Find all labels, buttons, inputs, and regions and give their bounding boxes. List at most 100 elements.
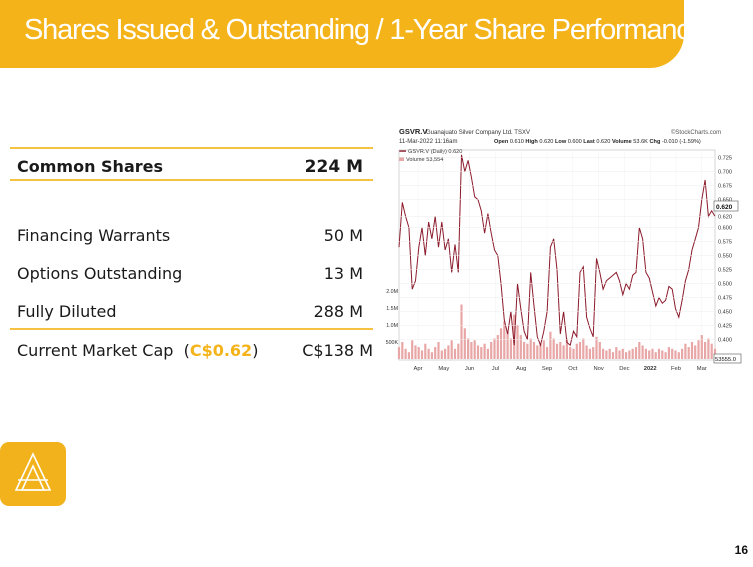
month-tick-label: Jul	[492, 366, 499, 372]
volume-bar	[414, 345, 417, 359]
volume-bar	[575, 343, 578, 359]
table-top-rule	[10, 147, 373, 149]
volume-tick-label: 500K	[386, 340, 399, 346]
month-tick-label: May	[438, 366, 449, 372]
share-price-value: C$0.62	[189, 341, 253, 360]
volume-bar	[559, 342, 562, 359]
volume-bar	[588, 348, 591, 359]
volume-bar	[437, 342, 440, 359]
volume-bar	[450, 340, 453, 360]
month-tick-label: Nov	[593, 366, 603, 372]
volume-tick-label: 1.5M	[386, 306, 398, 312]
volume-bar	[476, 345, 480, 359]
volume-bar	[671, 348, 674, 359]
volume-bar	[681, 348, 684, 359]
volume-bar	[615, 347, 618, 359]
volume-bar	[542, 340, 545, 360]
volume-bar	[496, 335, 499, 359]
volume-bar	[664, 352, 667, 359]
market-cap-paren-close: )	[252, 341, 259, 360]
volume-bar	[532, 342, 536, 359]
price-tick-label: 0.450	[718, 310, 732, 316]
volume-bar	[444, 348, 447, 359]
volume-bar	[667, 347, 670, 359]
table-divider-rule	[10, 179, 373, 181]
volume-bar	[549, 331, 552, 359]
month-gridlines	[417, 150, 703, 360]
volume-bar	[661, 350, 664, 359]
chart-source: ©StockCharts.com	[671, 129, 721, 136]
slide-title: Shares Issued & Outstanding / 1-Year Sha…	[24, 14, 706, 46]
market-cap-value: C$138 M	[302, 341, 373, 360]
volume-bar	[631, 348, 634, 359]
triangle-logo-icon	[14, 452, 52, 491]
volume-bar	[674, 350, 677, 359]
volume-bar	[420, 350, 424, 359]
volume-bar	[605, 350, 608, 359]
volume-bar	[463, 328, 466, 359]
volume-bar	[648, 350, 651, 359]
options-outstanding-label: Options Outstanding	[17, 264, 183, 283]
volume-bar	[424, 343, 427, 359]
fully-diluted-value: 288 M	[313, 302, 363, 321]
company-logo	[0, 442, 66, 506]
volume-bar	[480, 347, 483, 359]
month-tick-label: Feb	[671, 366, 681, 372]
volume-bar	[552, 338, 555, 359]
volume-bar	[602, 348, 605, 359]
volume-bar	[555, 343, 559, 359]
chart-ohlc-line: Open 0.610 High 0.620 Low 0.600 Last 0.6…	[494, 139, 701, 145]
volume-tag: 53555.0	[715, 357, 736, 363]
volume-bar	[578, 342, 582, 359]
volume-bar	[598, 342, 601, 359]
volume-bar	[506, 331, 509, 359]
volume-bar	[687, 347, 690, 359]
volume-bar	[700, 335, 703, 359]
volume-bar	[638, 342, 641, 359]
volume-bar	[572, 348, 575, 359]
options-outstanding-value: 13 M	[323, 264, 363, 283]
month-tick-label: Oct	[568, 366, 577, 372]
volume-bar	[434, 347, 437, 359]
last-price-tag: 0.620	[716, 204, 733, 211]
volume-bar	[453, 348, 457, 359]
row-fully-diluted: Fully Diluted 288 M	[10, 293, 373, 329]
volume-bar	[618, 350, 621, 359]
volume-bar	[401, 342, 404, 359]
chart-plot-frame	[398, 149, 716, 361]
volume-bar	[634, 347, 638, 359]
month-tick-label: Mar	[697, 366, 707, 372]
legend-volume-swatch	[399, 157, 404, 161]
month-tick-label: 2022	[644, 366, 657, 372]
volume-tick-label: 2.0M	[386, 289, 398, 295]
market-cap-paren-open: (	[183, 341, 190, 360]
volume-bar	[621, 348, 624, 359]
volume-bar	[519, 335, 522, 359]
price-tick-label: 0.400	[718, 338, 732, 344]
volume-bar	[417, 347, 420, 359]
volume-bar	[651, 348, 654, 359]
volume-bar	[427, 348, 430, 359]
legend-price-label: GSVR.V (Daily) 0.620	[408, 149, 462, 155]
market-cap-label: Current Market Cap (C$0.62)	[17, 341, 258, 360]
volume-bar	[608, 348, 611, 359]
volume-bar	[440, 350, 443, 359]
volume-bar	[486, 348, 489, 359]
volume-bar	[569, 347, 572, 359]
last-price-tag-box	[713, 200, 739, 212]
price-tick-label: 0.425	[718, 324, 732, 330]
legend-volume-label: Volume 53,554	[406, 157, 443, 163]
row-market-cap: Current Market Cap (C$0.62) C$138 M	[10, 332, 373, 368]
volume-bar	[677, 352, 680, 359]
volume-bar	[654, 352, 657, 359]
fully-diluted-label: Fully Diluted	[17, 302, 117, 321]
volume-bar	[611, 352, 615, 359]
price-tick-label: 0.475	[718, 296, 732, 302]
price-tick-label: 0.600	[718, 226, 732, 232]
volume-bar	[625, 352, 628, 359]
volume-bar	[704, 342, 707, 359]
volume-bar	[430, 352, 433, 359]
price-tick-label: 0.675	[718, 184, 732, 190]
volume-bar	[509, 338, 512, 359]
volume-bar	[697, 340, 700, 360]
